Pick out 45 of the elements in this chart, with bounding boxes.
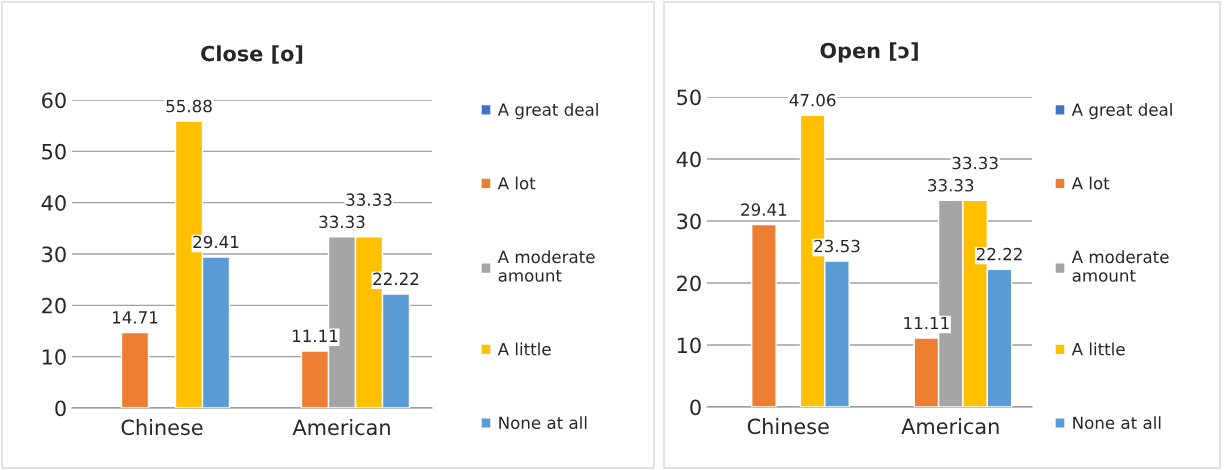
data-label: 29.41 (193, 235, 239, 249)
y-tick-label: 20 (42, 297, 66, 314)
data-label: 55.88 (166, 99, 212, 113)
y-tick-label: 0 (690, 399, 701, 416)
x-tick-label: American (292, 419, 390, 436)
data-label: 33.33 (346, 193, 392, 206)
x-tick-label: Chinese (121, 419, 203, 436)
data-label: 14.71 (112, 311, 158, 324)
y-tick-label: 20 (677, 275, 701, 292)
y-tick-label: 30 (42, 246, 66, 263)
legend-label: None at all (499, 416, 587, 430)
y-tick-label: 60 (42, 92, 66, 109)
y-tick-label: 30 (677, 213, 701, 230)
x-tick-label: Chinese (747, 418, 829, 435)
data-label: 23.53 (814, 239, 860, 253)
data-label: 33.33 (928, 178, 974, 192)
bar (750, 223, 777, 407)
legend-label: A great deal (1071, 103, 1172, 120)
y-tick-label: 50 (677, 89, 701, 106)
y-tick-label: 40 (41, 195, 66, 211)
chart-title: Close [o] (201, 45, 303, 64)
data-label: 11.11 (904, 316, 949, 330)
legend-label: A lot (497, 176, 536, 190)
data-label: 33.33 (952, 156, 998, 170)
data-label: 33.33 (319, 215, 365, 229)
y-tick-label: 50 (42, 143, 66, 160)
data-label: 22.22 (373, 272, 419, 285)
y-tick-label: 10 (42, 349, 66, 365)
x-tick-label: American (901, 418, 999, 435)
legend-label: A moderate amount (497, 250, 595, 282)
legend-label: A moderate amount (1071, 250, 1169, 282)
legend-label: A lot (1071, 176, 1110, 190)
legend-label: A little (497, 342, 551, 356)
y-tick-label: 10 (677, 337, 701, 354)
legend-label: A great deal (497, 103, 598, 120)
data-label: 22.22 (976, 247, 1022, 261)
y-tick-label: 40 (676, 151, 701, 168)
y-tick-label: 0 (55, 400, 66, 417)
legend-label: None at all (1073, 416, 1161, 430)
legend-label: A little (1071, 342, 1125, 356)
data-label: 29.41 (741, 203, 787, 216)
data-label: 11.11 (292, 329, 338, 342)
data-label: 47.06 (789, 93, 836, 107)
bar (120, 331, 150, 408)
chart-title: Open [ɔ] (820, 42, 918, 63)
